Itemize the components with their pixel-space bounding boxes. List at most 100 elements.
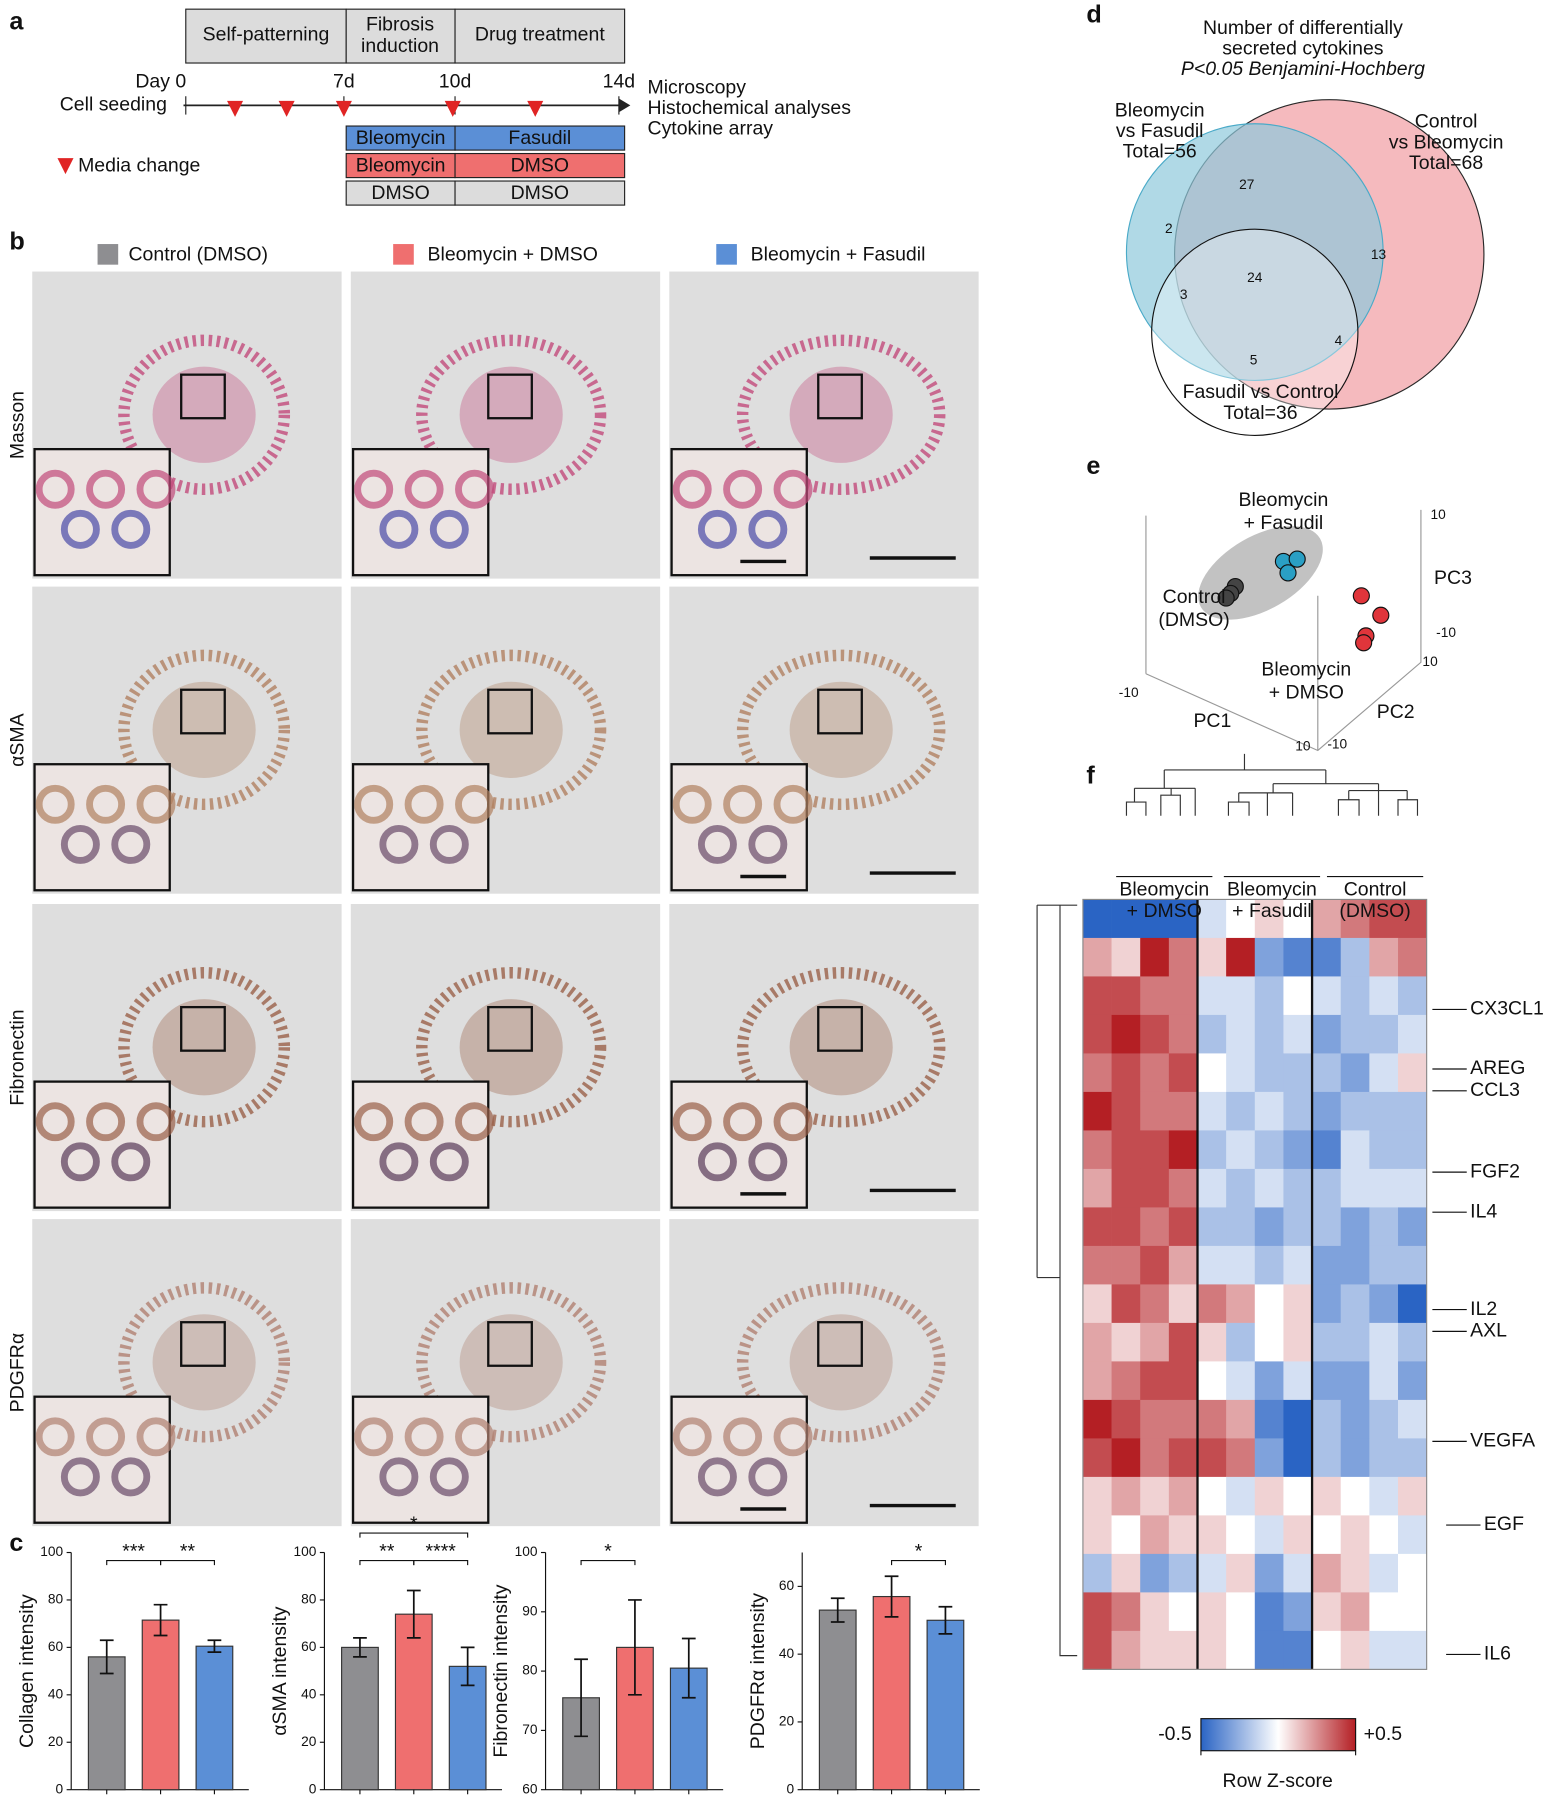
inset-texture (723, 1417, 763, 1457)
inset-texture (136, 784, 176, 824)
legend-label: Bleomycin + Fasudil (751, 244, 926, 266)
inset-box (180, 1005, 226, 1052)
panel-letter: b (9, 228, 24, 256)
pca-point (1217, 589, 1235, 607)
media-change (444, 100, 461, 117)
heatmap-cell (1398, 1245, 1427, 1285)
venn-set (1125, 123, 1384, 381)
heatmap-cell (1197, 1476, 1227, 1516)
heatmap-cell (1398, 1630, 1427, 1670)
heatmap-cell (1111, 976, 1141, 1016)
heatmap-cell (1369, 1130, 1399, 1170)
stain-label: Fibronectin (7, 1009, 29, 1105)
significance: * (604, 1541, 612, 1563)
inset-texture (672, 469, 712, 509)
heatmap-cell (1398, 937, 1427, 977)
day-label: Day 0 (135, 71, 186, 93)
heatmap-cell (1140, 1053, 1170, 1093)
heatmap-cell (1111, 1130, 1141, 1170)
heatmap-cell (1082, 976, 1112, 1016)
significance: * (915, 1541, 923, 1563)
heatmap-cell (1340, 1592, 1370, 1632)
legend-label: Control (DMSO) (128, 244, 268, 266)
heatmap-cell (1369, 1630, 1399, 1670)
heatmap-cell (1369, 1438, 1399, 1478)
heatmap-cell (1369, 1284, 1399, 1324)
pca-group-label: Bleomycin (1261, 658, 1351, 680)
heatmap-cell (1168, 1630, 1198, 1670)
heatmap-cell (1340, 1322, 1370, 1362)
significance: ** (379, 1541, 395, 1563)
heatmap-cell (1369, 1091, 1399, 1131)
error-bar (99, 1639, 114, 1675)
pca-point (1279, 564, 1297, 582)
heatmap-cell (1111, 1245, 1141, 1285)
heatmap-cell (1168, 1438, 1198, 1478)
heatmap-cell (1340, 1515, 1370, 1555)
heatmap-cell (1226, 1476, 1256, 1516)
dendrogram (1125, 753, 1419, 816)
heatmap-cell (1082, 1399, 1112, 1439)
bar (87, 1656, 126, 1791)
heatmap-cell (1312, 1284, 1342, 1324)
tissue (736, 649, 946, 811)
heatmap-cell (1398, 976, 1427, 1016)
heatmap-cell (1283, 1361, 1313, 1401)
tissue (152, 999, 256, 1096)
heatmap-cell (1140, 1245, 1170, 1285)
inset-box (817, 1321, 863, 1367)
heatmap-cell (1254, 1476, 1284, 1516)
pca-box (1145, 509, 1422, 752)
panel-letter: c (9, 1529, 23, 1557)
treatment-box (454, 180, 626, 206)
heatmap-cell (1398, 1476, 1427, 1516)
gene-label: FGF2 (1470, 1160, 1520, 1182)
inset-texture (354, 784, 394, 824)
tissue (736, 967, 946, 1128)
heatmap-cell (1398, 1553, 1427, 1593)
day-label: 14d (603, 71, 635, 93)
heatmap-cell (1140, 1168, 1170, 1208)
heatmap-cell (1283, 1207, 1313, 1247)
inset-texture (773, 784, 813, 824)
venn-set-label: Fasudil vs Control (1183, 381, 1339, 403)
panel-letter: e (1086, 452, 1100, 480)
heatmap-cell (1283, 1014, 1313, 1054)
heatmap-cell (1340, 937, 1370, 977)
error-bar (628, 1599, 642, 1696)
heatmap-cell (1226, 1130, 1256, 1170)
inset-texture (86, 784, 126, 824)
heatmap-cell (1082, 1515, 1112, 1555)
heatmap-cell (1398, 1592, 1427, 1632)
legend-label: Media change (78, 154, 200, 176)
heatmap-cell (1398, 1053, 1427, 1093)
stain-label: PDGFRα (7, 1333, 29, 1412)
inset (351, 763, 490, 892)
y-axis-label: Fibronectin intensity (490, 1584, 512, 1757)
inset-texture (86, 1102, 126, 1142)
phase-box (345, 8, 456, 64)
heatmap-cell (1197, 937, 1227, 977)
error-bar (574, 1658, 588, 1738)
heatmap-cell (1168, 1130, 1198, 1170)
heatmap-cell (1197, 1091, 1227, 1131)
treatment-box (454, 152, 626, 179)
heatmap-cell (1312, 937, 1342, 977)
heatmap-cell (1283, 1476, 1313, 1516)
heatmap-cell (1398, 1130, 1427, 1170)
phase-box (185, 8, 347, 64)
venn-set-label: Control (1415, 111, 1478, 133)
heatmap-cell (1340, 899, 1370, 939)
heatmap-cell (1312, 1053, 1342, 1093)
group-label: + Fasudil (1232, 900, 1312, 922)
heatmap-cell (1111, 1399, 1141, 1439)
error-bar (153, 1603, 168, 1637)
inset-texture (748, 1142, 788, 1182)
colorbar-tick: -0.5 (1158, 1723, 1192, 1745)
heatmap-cell (1111, 1630, 1141, 1670)
heatmap-cell (1226, 1592, 1256, 1632)
error-bar (830, 1597, 845, 1623)
heatmap-cell (1254, 1438, 1284, 1478)
heatmap-cell (1082, 1284, 1112, 1324)
